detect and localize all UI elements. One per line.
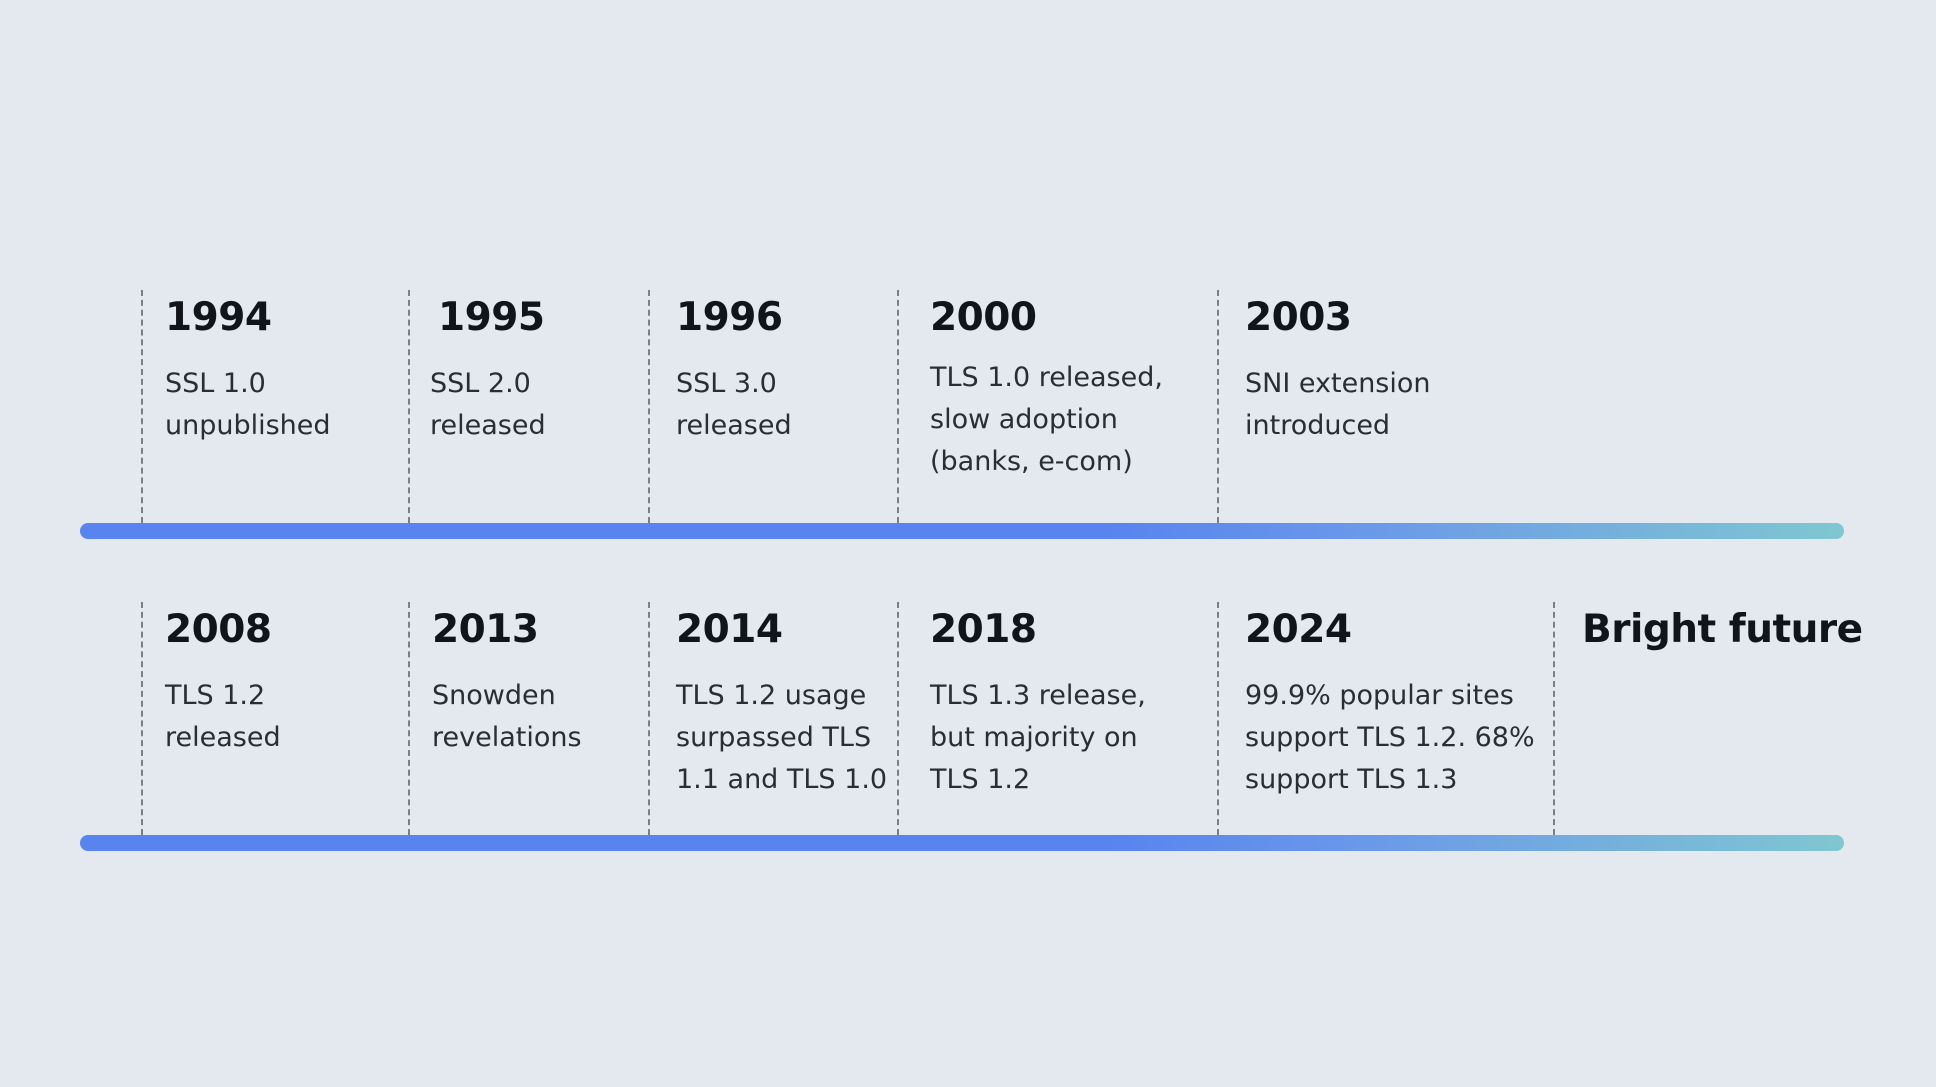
- event-description-line: TLS 1.3 release,: [930, 680, 1146, 711]
- event-year: 2000: [930, 295, 1037, 340]
- event-description-line: released: [676, 410, 792, 441]
- event-description-line: but majority on: [930, 722, 1138, 753]
- timeline-event-2018: 2018 TLS 1.3 release, but majority on TL…: [897, 602, 1146, 835]
- event-description: SSL 2.0 released: [430, 363, 546, 447]
- event-description-line: 1.1 and TLS 1.0: [676, 764, 888, 795]
- event-description-line: TLS 1.2 usage: [676, 680, 867, 711]
- event-description-line: introduced: [1245, 410, 1391, 441]
- event-description-line: (banks, e-com): [930, 446, 1133, 477]
- event-description-line: 99.9% popular sites: [1245, 680, 1514, 711]
- event-description: TLS 1.0 released, slow adoption (banks, …: [930, 357, 1163, 483]
- event-year: 2014: [676, 607, 783, 652]
- timeline-event-2003: 2003 SNI extension introduced: [1217, 290, 1431, 523]
- timeline-bar: [80, 523, 1844, 539]
- event-description-line: SSL 2.0: [430, 368, 531, 399]
- timeline-event-2013: 2013 Snowden revelations: [408, 602, 582, 835]
- event-description: TLS 1.2 released: [165, 675, 281, 759]
- event-year: 1996: [676, 295, 783, 340]
- event-year: 2018: [930, 607, 1037, 652]
- event-description-line: unpublished: [165, 410, 331, 441]
- timeline-event-2024: 2024 99.9% popular sites support TLS 1.2…: [1217, 602, 1535, 835]
- event-year: Bright future: [1582, 607, 1863, 652]
- event-description: SSL 3.0 released: [676, 363, 792, 447]
- timeline-event-2000: 2000 TLS 1.0 released, slow adoption (ba…: [897, 290, 1163, 523]
- event-description-line: TLS 1.2: [165, 680, 266, 711]
- event-description-line: revelations: [432, 722, 582, 753]
- event-description: TLS 1.3 release, but majority on TLS 1.2: [930, 675, 1146, 801]
- event-description: SNI extension introduced: [1245, 363, 1431, 447]
- event-year: 2003: [1245, 295, 1352, 340]
- event-year: 1994: [165, 295, 272, 340]
- event-year: 2013: [432, 607, 539, 652]
- timeline-event-2014: 2014 TLS 1.2 usage surpassed TLS 1.1 and…: [648, 602, 887, 835]
- event-description-line: support TLS 1.3: [1245, 764, 1458, 795]
- event-year: 2024: [1245, 607, 1352, 652]
- event-description: Snowden revelations: [432, 675, 582, 759]
- event-year: 1995: [438, 295, 545, 340]
- event-description-line: SNI extension: [1245, 368, 1431, 399]
- event-description-line: TLS 1.2: [930, 764, 1031, 795]
- event-description: 99.9% popular sites support TLS 1.2. 68%…: [1245, 675, 1535, 801]
- timeline-event-2008: 2008 TLS 1.2 released: [141, 602, 281, 835]
- event-description-line: SSL 1.0: [165, 368, 266, 399]
- event-description-line: released: [430, 410, 546, 441]
- event-description: TLS 1.2 usage surpassed TLS 1.1 and TLS …: [676, 675, 887, 801]
- event-description-line: support TLS 1.2. 68%: [1245, 722, 1535, 753]
- event-description-line: released: [165, 722, 281, 753]
- event-description-line: TLS 1.0 released,: [930, 362, 1163, 393]
- event-description-line: slow adoption: [930, 404, 1118, 435]
- event-description-line: SSL 3.0: [676, 368, 777, 399]
- event-year: 2008: [165, 607, 272, 652]
- timeline-event-1995: 1995 SSL 2.0 released: [408, 290, 546, 523]
- event-description-line: surpassed TLS: [676, 722, 872, 753]
- timeline-event-1996: 1996 SSL 3.0 released: [648, 290, 792, 523]
- event-description: SSL 1.0 unpublished: [165, 363, 331, 447]
- event-description-line: Snowden: [432, 680, 556, 711]
- timeline-bar: [80, 835, 1844, 851]
- timeline-event-bright-future: Bright future: [1553, 602, 1863, 835]
- timeline-event-1994: 1994 SSL 1.0 unpublished: [141, 290, 331, 523]
